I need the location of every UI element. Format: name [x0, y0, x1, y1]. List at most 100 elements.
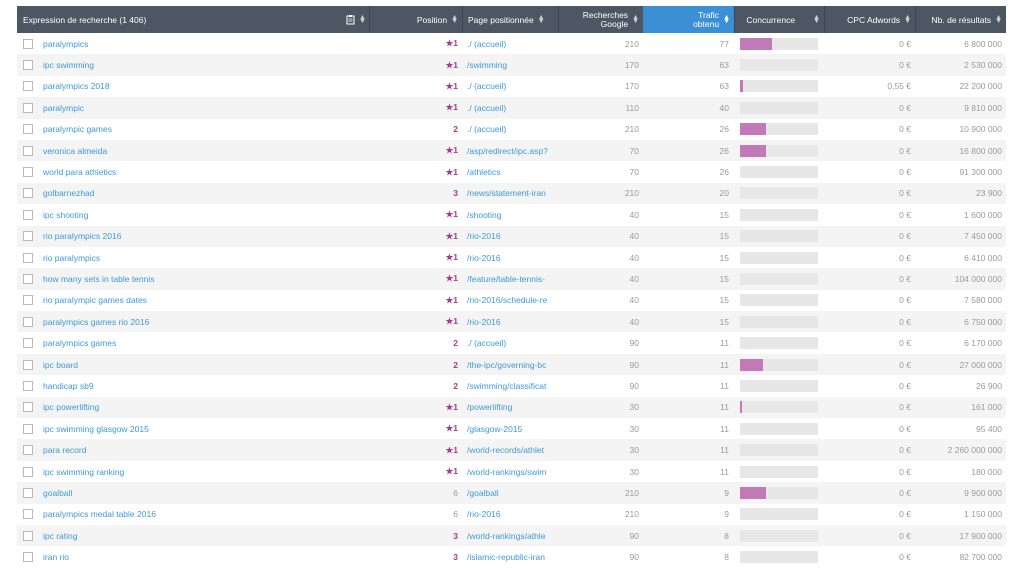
page-link[interactable]: /swimming/classificat	[467, 380, 547, 391]
row-checkbox[interactable]	[23, 295, 33, 306]
row-checkbox[interactable]	[23, 209, 33, 220]
keyword-link[interactable]: ipc swimming	[43, 60, 95, 71]
row-checkbox[interactable]	[23, 273, 33, 284]
col-position[interactable]: Position ▲ ▼	[369, 6, 462, 33]
table-row[interactable]: ipc rating 3/world-rankings/athle 90 8 0 € 17…	[17, 524, 1006, 547]
table-row[interactable]: ipc powerlifting ★1/powerlifting 30 11 0 € 16…	[17, 396, 1006, 419]
table-row[interactable]: paralympics medal table 2016 6/rio-2016 21…	[17, 504, 1006, 525]
page-link[interactable]: /rio-2016	[467, 509, 501, 520]
keyword-link[interactable]: para record	[43, 445, 87, 456]
table-row[interactable]: para record ★1/world-records/athlet 30 11 0 …	[17, 439, 1006, 461]
row-checkbox[interactable]	[23, 145, 33, 156]
keyword-link[interactable]: ipc board	[43, 359, 78, 370]
page-link[interactable]: /the-ipc/governing-bc	[467, 359, 547, 370]
table-row[interactable]: veronica almeida ★1/asp/redirect/ipc.asp?…	[17, 139, 1006, 162]
keyword-link[interactable]: ipc rating	[43, 530, 78, 541]
page-link[interactable]: /goalball	[467, 487, 499, 498]
keyword-link[interactable]: ipc swimming glasgow 2015	[43, 423, 149, 434]
col-searches[interactable]: Recherches Google ▲ ▼	[558, 6, 643, 33]
sort-icon[interactable]: ▲ ▼	[904, 13, 911, 25]
page-link[interactable]: /rio-2016	[467, 252, 501, 263]
row-checkbox[interactable]	[23, 380, 33, 391]
col-keyword[interactable]: Expression de recherche (1 406)	[17, 6, 369, 33]
keyword-link[interactable]: rio paralympics 2016	[43, 231, 122, 242]
keyword-link[interactable]: rio paralympics	[43, 252, 101, 263]
page-link[interactable]: ./ (accueil)	[467, 338, 507, 349]
page-link[interactable]: /rio-2016	[467, 231, 501, 242]
col-page[interactable]: Page positionnée ▲ ▼	[462, 6, 558, 33]
keyword-link[interactable]: ipc shooting	[43, 209, 89, 220]
keyword-link[interactable]: handicap sb9	[43, 380, 94, 391]
page-link[interactable]: /swimming	[467, 60, 508, 71]
table-row[interactable]: paralympic ★1 ./ (accueil) 110 40 0 € 9 810 00…	[17, 97, 1006, 119]
row-checkbox[interactable]	[23, 359, 33, 370]
table-row[interactable]: rio paralympics ★1/rio-2016 40 15 0 € 6 410 0…	[17, 247, 1006, 268]
keyword-link[interactable]: paralympic	[43, 102, 85, 113]
row-checkbox[interactable]	[23, 102, 33, 113]
keyword-link[interactable]: rio paralympic games dates	[43, 295, 147, 306]
page-link[interactable]: ./ (accueil)	[467, 81, 507, 92]
keyword-link[interactable]: paralympics 2018	[43, 81, 110, 92]
keyword-link[interactable]: paralympics medal table 2016	[43, 509, 156, 520]
page-link[interactable]: /islamic-republic-iran	[467, 552, 545, 563]
col-results[interactable]: Nb. de résultats ▲ ▼	[915, 6, 1006, 33]
row-checkbox[interactable]	[23, 188, 33, 199]
sort-icon[interactable]: ▲ ▼	[537, 13, 545, 25]
table-row[interactable]: world para athletics ★1/athletics 70 26 0 € 9…	[17, 161, 1006, 182]
row-checkbox[interactable]	[23, 231, 33, 242]
keyword-link[interactable]: paralympic games	[43, 124, 112, 135]
keyword-link[interactable]: paralympics	[43, 38, 89, 49]
row-checkbox[interactable]	[23, 338, 33, 349]
table-row[interactable]: paralympics ★1 ./ (accueil) 210 77 0 € 6 800 0…	[17, 33, 1006, 54]
table-row[interactable]: paralympic games 2 ./ (accueil) 210 26 0 € 10 …	[17, 119, 1006, 140]
keyword-link[interactable]: paralympics games	[43, 338, 117, 349]
sort-icon[interactable]: ▲ ▼	[723, 13, 730, 25]
page-link[interactable]: /world-rankings/swim	[467, 466, 547, 477]
page-link[interactable]: /world-rankings/athle	[467, 530, 546, 541]
page-link[interactable]: /news/statement-iran	[467, 188, 546, 199]
page-link[interactable]: /athletics	[467, 167, 501, 178]
keyword-link[interactable]: how many sets in table tennis	[43, 273, 155, 284]
table-row[interactable]: handicap sb9 2/swimming/classificat 90 11 0 …	[17, 375, 1006, 396]
table-row[interactable]: goalball 6/goalball 210 9 0 € 9 900 000	[17, 482, 1006, 504]
row-checkbox[interactable]	[23, 445, 33, 456]
table-row[interactable]: ipc shooting ★1/shooting 40 15 0 € 1 600 000	[17, 204, 1006, 225]
page-link[interactable]: /asp/redirect/ipc.asp?	[467, 145, 548, 156]
row-checkbox[interactable]	[23, 509, 33, 520]
row-checkbox[interactable]	[23, 81, 33, 92]
table-row[interactable]: ipc swimming glasgow 2015 ★1/glasgow-2015…	[17, 418, 1006, 439]
col-traffic[interactable]: Trafic obtenu ▲ ▼	[643, 6, 734, 33]
col-cpc[interactable]: CPC Adwords ▲ ▼	[824, 6, 915, 33]
table-row[interactable]: rio paralympic games dates ★1/rio-2016/sc…	[17, 290, 1006, 311]
col-competition[interactable]: Concurrence ▲ ▼	[734, 6, 824, 33]
keyword-link[interactable]: goalball	[43, 487, 73, 498]
row-checkbox[interactable]	[23, 530, 33, 541]
sort-icon[interactable]: ▲ ▼	[451, 13, 458, 25]
page-link[interactable]: /glasgow-2015	[467, 423, 523, 434]
row-checkbox[interactable]	[23, 552, 33, 563]
table-row[interactable]: paralympics games rio 2016 ★1/rio-2016 40 1…	[17, 311, 1006, 333]
table-row[interactable]: golbarnezhad 3/news/statement-iran 210 20 0 …	[17, 182, 1006, 205]
row-checkbox[interactable]	[23, 402, 33, 413]
row-checkbox[interactable]	[23, 252, 33, 263]
page-link[interactable]: /feature/table-tennis-	[467, 273, 545, 284]
page-link[interactable]: ./ (accueil)	[467, 38, 507, 49]
page-link[interactable]: /shooting	[467, 209, 502, 220]
filter-icon[interactable]: ▲ ▼	[343, 6, 369, 33]
keyword-link[interactable]: world para athletics	[43, 167, 117, 178]
page-link[interactable]: ./ (accueil)	[467, 102, 507, 113]
table-row[interactable]: paralympics games 2 ./ (accueil) 90 11 0 € 6 1…	[17, 332, 1006, 353]
page-link[interactable]: /world-records/athlet	[467, 445, 545, 456]
row-checkbox[interactable]	[23, 38, 33, 49]
row-checkbox[interactable]	[23, 124, 33, 135]
sort-icon[interactable]: ▲ ▼	[995, 13, 1002, 25]
page-link[interactable]: /rio-2016/schedule-re	[467, 295, 548, 306]
sort-icon[interactable]: ▲ ▼	[632, 13, 639, 25]
row-checkbox[interactable]	[23, 60, 33, 71]
keyword-link[interactable]: veronica almeida	[43, 145, 108, 156]
table-row[interactable]: ipc board 2/the-ipc/governing-bc 90 11 0 € 27…	[17, 353, 1006, 376]
row-checkbox[interactable]	[23, 167, 33, 178]
table-row[interactable]: iran rio 3/islamic-republic-iran 90 8 0 € 82 …	[17, 546, 1006, 567]
row-checkbox[interactable]	[23, 487, 33, 498]
page-link[interactable]: /powerlifting	[467, 402, 513, 413]
